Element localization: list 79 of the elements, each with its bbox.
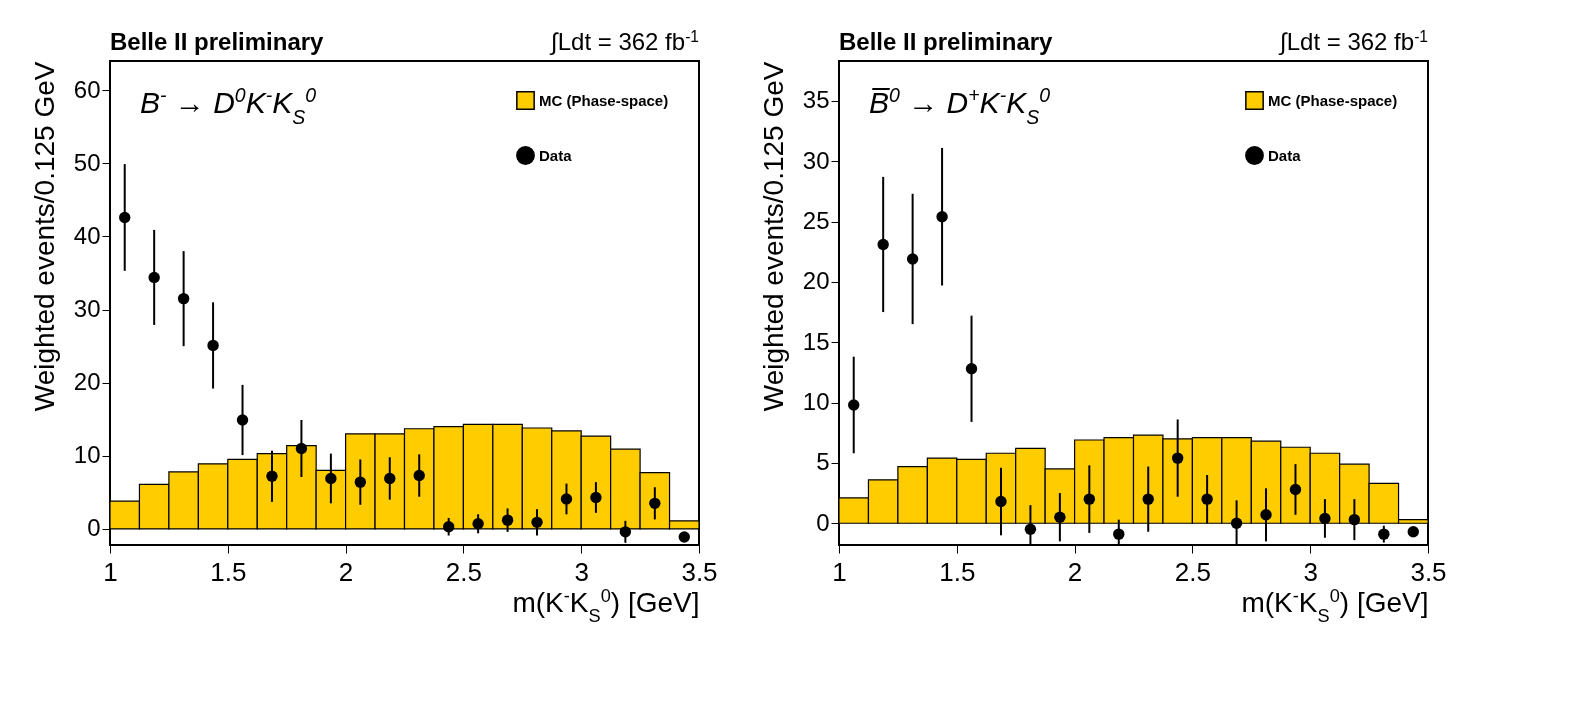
- point: [1289, 483, 1302, 496]
- x-tick-label: 3.5: [681, 556, 718, 587]
- x-axis-title: m(K$^{-}$K$_{S}$$^{0}$) [GeV]: [512, 585, 700, 626]
- point: [1407, 526, 1419, 538]
- y-tick-label: 60: [73, 75, 101, 103]
- y-tick-label: 0: [87, 514, 101, 542]
- x-axis-title: m(K$^{-}$K$_{S}$$^{0}$) [GeV]: [1241, 585, 1429, 626]
- x-tick-label: 1: [103, 556, 118, 587]
- y-tick-label: 10: [802, 388, 830, 416]
- point: [906, 253, 919, 265]
- y-tick-label: 30: [73, 295, 101, 323]
- point: [1024, 523, 1037, 535]
- y-tick-label: 15: [802, 327, 830, 355]
- y-tick-label: 5: [816, 448, 830, 476]
- point: [995, 495, 1007, 508]
- point: [1083, 493, 1096, 505]
- y-tick-label: 40: [73, 221, 101, 249]
- point: [1348, 513, 1361, 526]
- point: [472, 518, 484, 530]
- x-tick-label: 2.5: [445, 556, 482, 587]
- point: [236, 414, 249, 426]
- x-tick-label: 1.5: [939, 556, 976, 587]
- point: [848, 399, 860, 411]
- point: [1201, 493, 1213, 505]
- y-tick-label: 50: [73, 148, 101, 176]
- point: [1142, 493, 1154, 505]
- legend-label: MC (Phase-space): [539, 91, 669, 109]
- point: [936, 211, 948, 223]
- legend-label: MC (Phase-space): [1268, 91, 1398, 109]
- chart-subtitle: ∫Ldt = 362 fb$^{-1}$: [549, 27, 699, 56]
- point: [1378, 528, 1390, 540]
- point: [501, 514, 514, 526]
- x-tick-label: 2: [338, 556, 354, 587]
- chart-subtitle: ∫Ldt = 362 fb$^{-1}$: [1278, 27, 1428, 56]
- x-tick-label: 2.5: [1174, 556, 1211, 587]
- point: [1171, 452, 1184, 464]
- point: [531, 516, 543, 529]
- x-tick-label: 3: [574, 556, 589, 587]
- y-tick-label: 10: [73, 441, 101, 469]
- y-axis-title: Weighted events/0.125 GeV: [757, 61, 789, 412]
- point: [207, 339, 219, 352]
- point: [1054, 511, 1066, 523]
- y-axis-title: Weighted events/0.125 GeV: [28, 61, 60, 412]
- point: [590, 491, 602, 504]
- x-tick-label: 1: [832, 556, 847, 587]
- point: [1230, 517, 1243, 529]
- x-tick-label: 3: [1303, 556, 1318, 587]
- point: [295, 442, 308, 455]
- x-tick-label: 1.5: [210, 556, 247, 587]
- point: [354, 476, 367, 488]
- point: [877, 238, 889, 251]
- x-tick-label: 3.5: [1410, 556, 1447, 587]
- chart-title: Belle II preliminary: [839, 28, 1054, 55]
- point: [119, 211, 131, 224]
- point: [1113, 528, 1125, 540]
- point: [413, 469, 425, 482]
- point: [1260, 509, 1272, 521]
- legend-label: Data: [539, 146, 573, 164]
- y-tick-label: 35: [802, 86, 830, 114]
- point: [177, 292, 190, 305]
- y-tick-label: 30: [802, 146, 830, 174]
- chart-title: Belle II preliminary: [110, 28, 325, 55]
- point: [678, 531, 690, 543]
- point: [442, 521, 455, 533]
- point: [965, 363, 978, 375]
- y-tick-label: 20: [73, 368, 101, 396]
- x-tick-label: 2: [1067, 556, 1083, 587]
- point: [649, 497, 661, 510]
- point: [619, 526, 632, 538]
- point: [148, 271, 160, 284]
- point: [560, 493, 573, 505]
- y-tick-label: 0: [816, 508, 830, 536]
- point: [266, 470, 278, 482]
- point: [384, 472, 396, 485]
- y-tick-label: 25: [802, 207, 830, 235]
- legend-label: Data: [1268, 146, 1302, 164]
- point: [1319, 512, 1331, 525]
- point: [325, 472, 337, 485]
- y-tick-label: 20: [802, 267, 830, 295]
